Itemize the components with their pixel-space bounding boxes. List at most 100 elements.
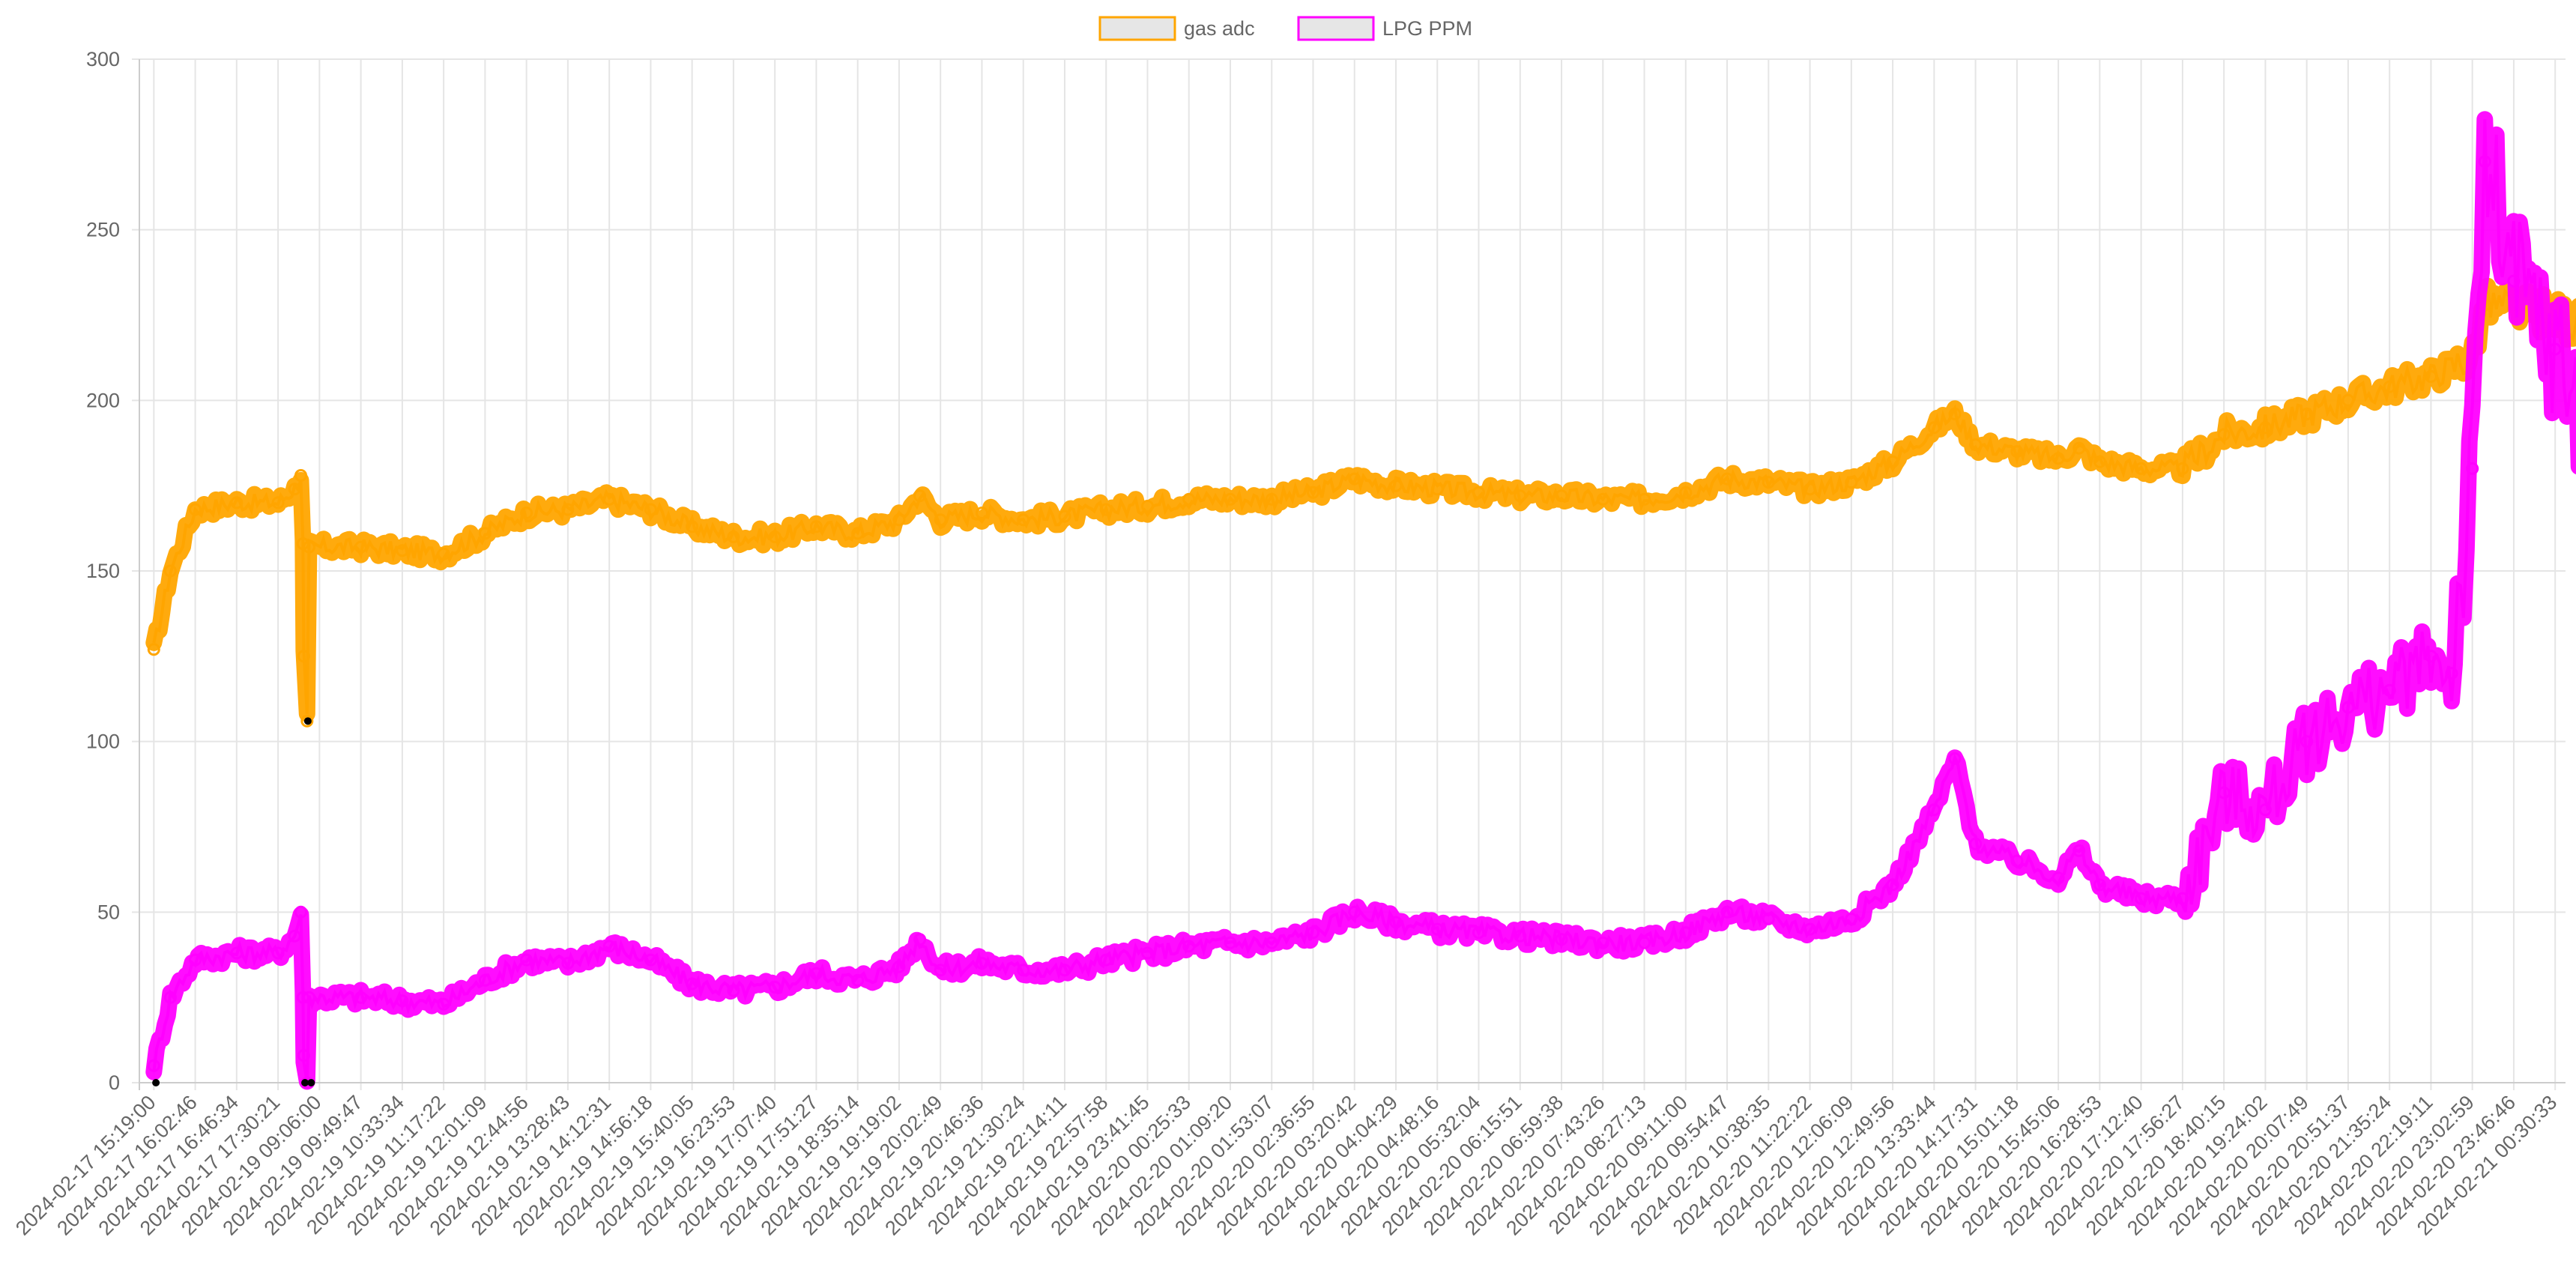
data-point [2176, 462, 2189, 475]
data-point [396, 994, 409, 1008]
data-point [1762, 476, 1775, 489]
y-axis: 0 50 100 150 200 250 300 [86, 48, 120, 1094]
chart-legend[interactable]: gas adc LPG PPM [1098, 16, 1472, 41]
data-point [1099, 503, 1113, 516]
data-point [1472, 926, 1485, 940]
data-point [1430, 483, 1444, 496]
data-point [1099, 953, 1113, 967]
data-point [1886, 878, 1899, 892]
data-point [2135, 892, 2148, 905]
data-point [727, 984, 740, 997]
y-tick-label: 300 [86, 48, 120, 70]
data-point [1430, 922, 1444, 936]
series-gas-adc [145, 277, 2576, 728]
legend-label: gas adc [1184, 17, 1255, 40]
data-point [2072, 441, 2086, 455]
chart-grid [132, 58, 2566, 1090]
data-point [2258, 421, 2272, 435]
data-point [1265, 936, 1278, 949]
data-point [976, 507, 988, 520]
data-point [288, 929, 301, 943]
data-point [163, 564, 177, 578]
y-tick-label: 250 [86, 219, 120, 241]
data-point [1969, 438, 1983, 451]
data-point [437, 997, 450, 1011]
data-point [354, 991, 368, 1004]
data-point [644, 503, 657, 516]
data-point [1679, 926, 1693, 940]
data-point [1948, 752, 1962, 765]
data-point [809, 967, 823, 980]
data-point [561, 957, 575, 970]
data-point [768, 981, 781, 994]
data-point [396, 544, 409, 557]
legend-item[interactable]: gas adc [1098, 16, 1255, 41]
data-point [1679, 486, 1693, 499]
data-point [2383, 683, 2396, 697]
data-point [1141, 946, 1154, 960]
data-point [2507, 274, 2521, 288]
data-point [2341, 393, 2355, 407]
data-point [189, 503, 202, 516]
data-point [1224, 492, 1237, 506]
data-point [1596, 492, 1609, 506]
data-point [602, 940, 616, 953]
data-point [1265, 492, 1278, 506]
data-point [1017, 964, 1030, 977]
data-point [851, 527, 865, 540]
data-point [230, 496, 244, 510]
series-band [145, 277, 2576, 722]
data-point [1017, 513, 1030, 527]
legend-item[interactable]: LPG PPM [1297, 16, 1472, 41]
data-point [520, 507, 533, 520]
data-point [189, 953, 202, 967]
data-point [1886, 455, 1899, 468]
data-point [686, 977, 699, 991]
data-point [2135, 462, 2148, 475]
data-point [230, 946, 244, 960]
data-point [1845, 476, 1858, 489]
data-point [2093, 455, 2106, 468]
data-point [2424, 370, 2437, 383]
data-point [1389, 916, 1403, 929]
data-point [913, 489, 927, 503]
y-tick-label: 0 [109, 1071, 120, 1094]
data-point [1720, 472, 1734, 486]
data-point [2093, 878, 2106, 892]
data-point [271, 496, 285, 510]
data-point [297, 1049, 310, 1062]
data-point [1555, 489, 1568, 503]
data-point [296, 991, 309, 1004]
data-point [288, 483, 301, 496]
data-point [1058, 510, 1071, 523]
data-point [561, 503, 575, 516]
data-point [1182, 940, 1196, 953]
data-point [1348, 905, 1361, 919]
data-point [2052, 871, 2065, 885]
data-point [851, 973, 865, 987]
data-point [2478, 155, 2491, 169]
data-point [478, 973, 492, 987]
data-point [1762, 912, 1775, 925]
point-marker [152, 1079, 160, 1086]
data-point [147, 1059, 160, 1072]
data-point [768, 530, 781, 543]
data-point [1224, 936, 1237, 949]
data-point [2300, 735, 2314, 749]
data-point [686, 520, 699, 533]
y-tick-label: 150 [86, 560, 120, 582]
data-point [303, 540, 315, 554]
data-point [1555, 933, 1568, 946]
series-line [152, 119, 2576, 1082]
data-point [2424, 650, 2437, 663]
series-line [152, 285, 2576, 714]
legend-swatch [1098, 16, 1176, 41]
data-point [2445, 667, 2458, 680]
data-point [294, 905, 307, 919]
data-point [2010, 854, 2024, 868]
data-point [2052, 452, 2065, 465]
series-lpg-ppm [145, 111, 2576, 1090]
data-point [1514, 929, 1527, 943]
